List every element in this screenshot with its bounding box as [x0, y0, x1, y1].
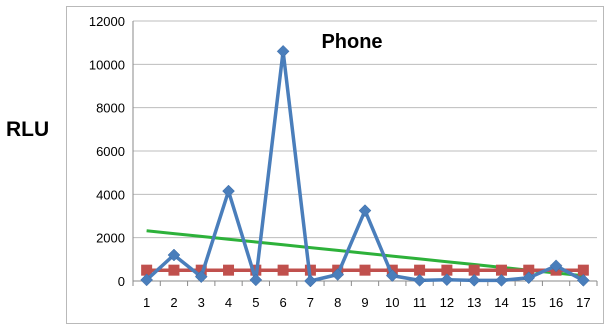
y-axis-label: RLU: [6, 118, 50, 141]
data-point: [522, 271, 536, 285]
data-point: [413, 273, 426, 287]
x-tick-label: 13: [467, 295, 481, 310]
data-point: [223, 264, 235, 276]
x-tick-label: 1: [143, 295, 150, 310]
x-tick-label: 17: [576, 295, 590, 310]
data-point: [277, 264, 289, 276]
x-tick-label: 8: [334, 295, 341, 310]
data-point: [467, 273, 481, 287]
chart-title: Phone: [321, 31, 382, 53]
x-tick-label: 5: [252, 295, 259, 310]
data-point: [141, 264, 153, 276]
data-point: [140, 273, 154, 287]
y-tick-label: 8000: [96, 101, 125, 116]
data-point: [468, 264, 480, 276]
x-tick-label: 10: [385, 295, 399, 310]
x-tick-label: 12: [440, 295, 454, 310]
x-tick-label: 9: [361, 295, 368, 310]
x-tick-label: 2: [170, 295, 177, 310]
data-point: [331, 268, 345, 281]
data-point: [441, 264, 453, 276]
y-tick-label: 6000: [96, 144, 125, 159]
data-point: [249, 273, 263, 287]
data-point: [549, 259, 563, 273]
x-tick-label: 7: [307, 295, 314, 310]
series-line: [145, 49, 585, 283]
data-point: [495, 273, 508, 287]
data-point: [523, 264, 535, 276]
data-point: [304, 274, 317, 288]
x-tick-label: 11: [413, 295, 427, 310]
series-line: [146, 229, 584, 278]
x-tick-label: 15: [522, 295, 536, 310]
x-tick-label: 3: [198, 295, 205, 310]
x-tick-label: 14: [494, 295, 508, 310]
data-point: [577, 264, 589, 276]
x-tick-label: 16: [549, 295, 563, 310]
y-tick-label: 12000: [89, 14, 125, 29]
data-point: [359, 264, 371, 276]
data-point: [440, 273, 454, 287]
data-point: [414, 264, 426, 276]
y-tick-label: 4000: [96, 187, 125, 202]
data-point: [222, 184, 235, 198]
data-point: [167, 248, 181, 262]
data-point: [168, 264, 180, 276]
x-tick-label: 6: [280, 295, 287, 310]
y-tick-label: 2000: [96, 231, 125, 246]
data-point: [195, 264, 207, 276]
data-point: [576, 273, 590, 287]
data-point: [358, 204, 372, 217]
data-point: [495, 264, 507, 276]
data-point: [194, 270, 208, 284]
y-tick-label: 0: [118, 274, 125, 289]
y-tick-label: 10000: [89, 57, 125, 72]
data-point: [385, 269, 399, 282]
x-tick-label: 4: [225, 295, 232, 310]
data-point: [276, 44, 290, 58]
